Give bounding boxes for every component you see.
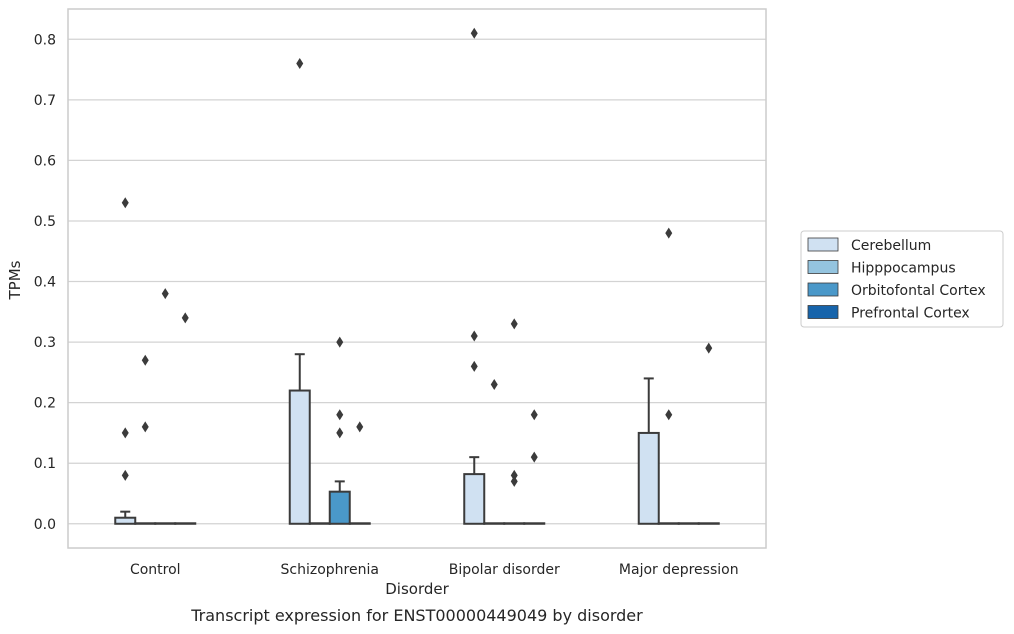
x-tick-label: Control <box>130 562 181 578</box>
legend-label: Hipppocampus <box>851 261 956 277</box>
y-tick-label: 0.7 <box>34 93 56 109</box>
gridlines <box>68 38 766 525</box>
bar <box>348 522 371 525</box>
outlier-point <box>121 197 129 209</box>
bars <box>114 389 720 525</box>
outlier-point <box>161 288 169 300</box>
outlier-point <box>141 421 149 433</box>
legend-swatch <box>807 305 839 319</box>
y-tick-label: 0.8 <box>34 32 56 48</box>
legend-frame <box>800 230 1004 328</box>
y-tick-label: 0.5 <box>34 214 56 230</box>
bar <box>523 522 546 525</box>
outlier-point <box>530 451 538 463</box>
bar <box>637 431 660 525</box>
x-axis-label: Disorder <box>385 580 449 598</box>
bar <box>697 522 720 525</box>
legend-items: Cerebellum Hipppocampus Orbitofontal Corte… <box>807 237 986 322</box>
bar <box>308 522 331 525</box>
legend-label: Cerebellum <box>851 238 931 254</box>
legend-label: Orbitofontal Cortex <box>851 283 986 299</box>
outlier-point <box>121 427 129 439</box>
outlier-point <box>336 427 344 439</box>
legend-swatch <box>807 260 839 274</box>
bar <box>483 522 506 525</box>
outlier-point <box>121 469 129 481</box>
bar <box>328 490 351 525</box>
chart-caption: Transcript expression for ENST0000044904… <box>190 606 643 625</box>
outlier-point <box>470 360 478 372</box>
outlier-point <box>356 421 364 433</box>
outlier-point <box>665 409 673 421</box>
outlier-points <box>121 27 713 487</box>
x-tick-label: Schizophrenia <box>281 562 379 578</box>
bar <box>114 516 137 525</box>
outlier-point <box>665 227 673 239</box>
x-tick-label: Bipolar disorder <box>449 562 560 578</box>
x-tick-labels: Control Schizophrenia Bipolar disorder Majo… <box>130 562 739 578</box>
legend: Cerebellum Hipppocampus Orbitofontal Corte… <box>800 230 1004 328</box>
y-tick-labels: 0.0 0.1 0.2 0.3 0.4 0.5 0.6 0.7 0.8 <box>34 32 56 532</box>
outlier-point <box>510 475 518 487</box>
outlier-point <box>470 27 478 39</box>
outlier-point <box>470 330 478 342</box>
outlier-point <box>705 342 713 354</box>
bar <box>174 522 197 525</box>
bar <box>134 522 157 525</box>
bar <box>503 522 526 525</box>
bar <box>288 389 311 525</box>
bar <box>677 522 700 525</box>
outlier-point <box>296 58 304 70</box>
outlier-point <box>181 312 189 324</box>
y-tick-label: 0.1 <box>34 456 56 472</box>
outlier-point <box>510 318 518 330</box>
outlier-point <box>490 378 498 390</box>
bar <box>463 473 486 525</box>
y-axis-label: TPMs <box>6 260 24 300</box>
y-tick-label: 0.6 <box>34 153 56 169</box>
legend-label: Prefrontal Cortex <box>851 306 970 322</box>
x-tick-label: Major depression <box>619 562 739 578</box>
outlier-point <box>510 469 518 481</box>
y-tick-label: 0.0 <box>34 517 56 533</box>
y-tick-label: 0.4 <box>34 275 56 291</box>
outlier-point <box>141 354 149 366</box>
error-bars <box>120 353 654 518</box>
outlier-point <box>336 409 344 421</box>
legend-swatch <box>807 237 839 252</box>
legend-swatch <box>807 282 839 297</box>
plot-area-frame <box>67 8 767 549</box>
bar <box>657 522 680 525</box>
outlier-point <box>530 409 538 421</box>
outlier-point <box>336 336 344 348</box>
bar <box>154 522 177 525</box>
y-tick-label: 0.3 <box>34 335 56 351</box>
y-tick-label: 0.2 <box>34 396 56 412</box>
